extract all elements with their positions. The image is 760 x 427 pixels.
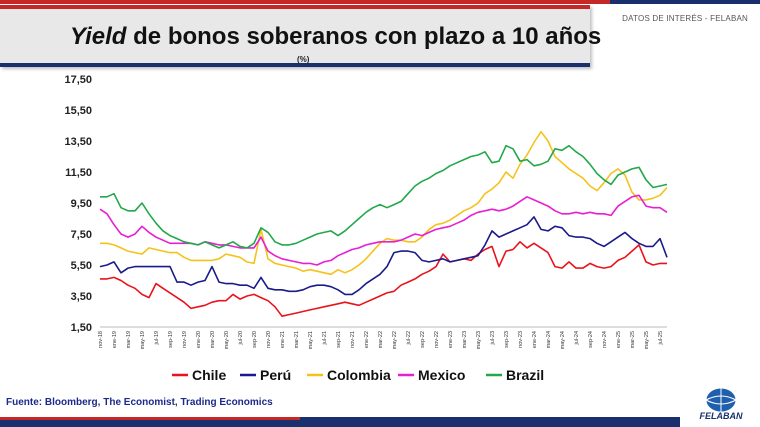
bottom-band xyxy=(0,417,680,427)
x-tick-label: mar-19 xyxy=(126,331,132,348)
top-accent-bar xyxy=(0,0,760,4)
x-tick-label: may-22 xyxy=(392,331,398,349)
title-rest: de bonos soberanos con plazo a 10 años xyxy=(126,23,602,50)
title-banner: Yield de bonos soberanos con plazo a 10 … xyxy=(0,5,601,67)
x-tick-label: sep-23 xyxy=(504,331,510,348)
title-italic: Yield xyxy=(70,23,127,50)
x-tick-label: jul-22 xyxy=(406,331,412,345)
x-tick-label: jul-24 xyxy=(574,331,580,345)
y-tick-label: 9,50 xyxy=(71,198,92,210)
x-tick-label: mar-23 xyxy=(462,331,468,348)
x-tick-label: sep-24 xyxy=(588,331,594,348)
unit-label: (%) xyxy=(297,55,310,64)
x-tick-label: sep-21 xyxy=(336,331,342,348)
x-tick-label: mar-22 xyxy=(378,331,384,348)
y-tick-label: 17,50 xyxy=(64,74,92,86)
y-tick-label: 1,50 xyxy=(71,322,92,334)
x-tick-label: may-20 xyxy=(224,331,230,349)
x-tick-label: mar-20 xyxy=(210,331,216,348)
x-tick-label: mar-25 xyxy=(630,331,636,348)
series-line-colombia xyxy=(100,130,668,276)
legend-label: Brazil xyxy=(506,367,544,383)
x-tick-label: ene-24 xyxy=(532,331,538,348)
y-tick-label: 5,50 xyxy=(71,260,92,272)
legend-label: Mexico xyxy=(418,367,465,383)
x-tick-label: sep-19 xyxy=(168,331,174,348)
series-line-perú xyxy=(99,216,668,296)
x-tick-label: may-19 xyxy=(140,331,146,349)
x-tick-label: may-25 xyxy=(644,331,650,349)
x-tick-label: sep-22 xyxy=(420,331,426,348)
x-tick-label: jul-20 xyxy=(238,331,244,345)
series-line-brazil xyxy=(100,144,668,249)
x-tick-label: mar-24 xyxy=(546,331,552,348)
y-tick-label: 15,50 xyxy=(64,105,92,117)
x-tick-label: ene-25 xyxy=(616,331,622,348)
series-line-chile xyxy=(100,241,667,317)
page-title: Yield de bonos soberanos con plazo a 10 … xyxy=(70,23,601,51)
x-tick-label: ene-22 xyxy=(364,331,370,348)
x-tick-label: mar-21 xyxy=(294,331,300,348)
y-tick-label: 3,50 xyxy=(71,291,92,303)
logo-text: FELABAN xyxy=(699,411,743,421)
legend-label: Perú xyxy=(260,367,291,383)
x-tick-label: nov-24 xyxy=(602,331,608,348)
x-tick-label: may-23 xyxy=(476,331,482,349)
x-tick-label: ene-20 xyxy=(196,331,202,348)
title-red-stripe xyxy=(0,5,590,9)
legend-label: Colombia xyxy=(327,367,391,383)
x-tick-label: jul-25 xyxy=(658,331,664,345)
x-tick-label: may-24 xyxy=(560,331,566,349)
bottom-band-red xyxy=(0,417,300,420)
x-tick-label: nov-19 xyxy=(182,331,188,348)
x-tick-label: sep-20 xyxy=(252,331,258,348)
source-note: Fuente: Bloomberg, The Economist, Tradin… xyxy=(6,397,273,408)
y-tick-label: 13,50 xyxy=(64,136,92,148)
legend-label: Chile xyxy=(192,367,226,383)
x-tick-label: nov-18 xyxy=(98,331,104,348)
x-tick-label: may-21 xyxy=(308,331,314,349)
x-tick-label: jul-23 xyxy=(490,331,496,345)
x-tick-label: nov-23 xyxy=(518,331,524,348)
x-tick-label: nov-22 xyxy=(434,331,440,348)
felaban-globe-logo xyxy=(705,387,737,413)
line-chart: 1,50 3,50 5,50 7,50 9,50 11,50 13,50 15,50 17,50… xyxy=(64,74,668,383)
x-tick-label: ene-19 xyxy=(112,331,118,348)
y-tick-label: 7,50 xyxy=(71,229,92,241)
section-tag: DATOS DE INTERÉS - FELABAN xyxy=(622,14,748,23)
top-accent-bar-blue xyxy=(610,0,760,4)
x-tick-label: ene-23 xyxy=(448,331,454,348)
x-tick-label: nov-20 xyxy=(266,331,272,348)
x-tick-label: nov-21 xyxy=(350,331,356,348)
x-tick-label: jul-19 xyxy=(154,331,160,345)
x-tick-label: jul-21 xyxy=(322,331,328,345)
x-tick-label: ene-21 xyxy=(280,331,286,348)
y-tick-label: 11,50 xyxy=(65,167,92,179)
